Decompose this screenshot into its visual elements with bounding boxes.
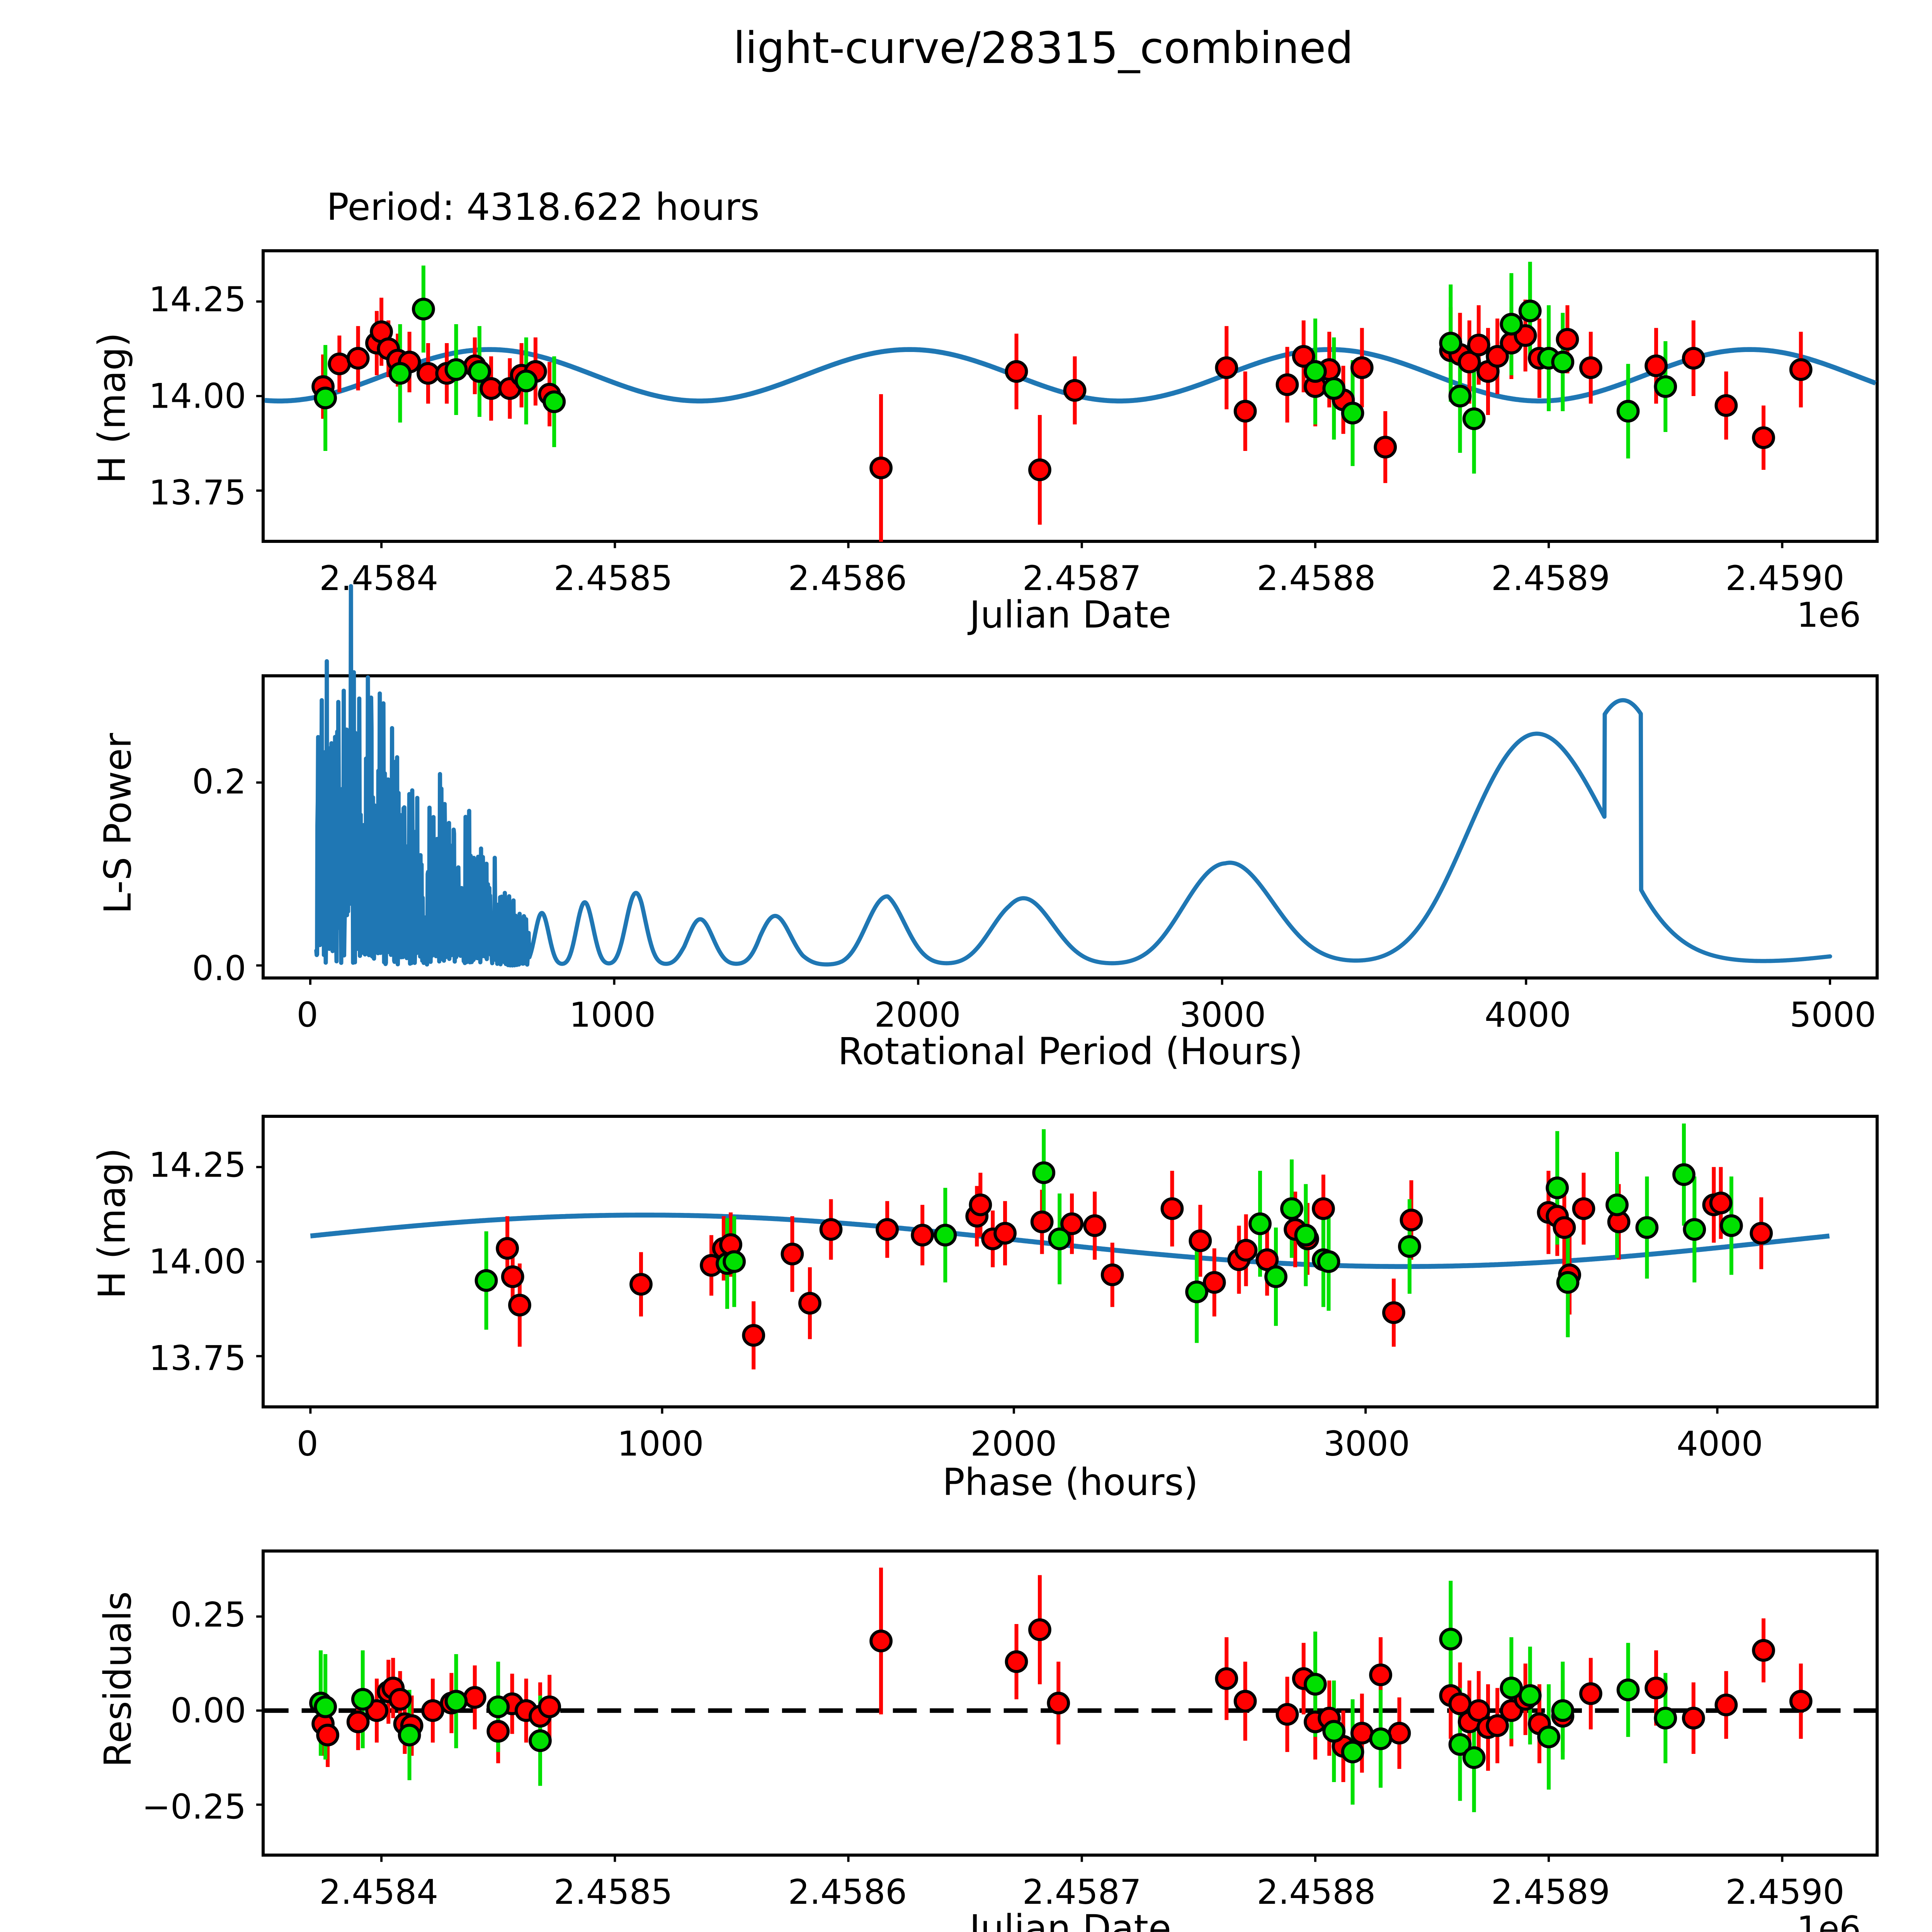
panel3-xlabel: Phase (hours) bbox=[942, 1461, 1198, 1504]
y-tick-label: 0.2 bbox=[192, 762, 246, 802]
x-tick-label: 0 bbox=[296, 995, 318, 1035]
panel-periodogram bbox=[256, 584, 1879, 985]
y-tick-label: 13.75 bbox=[149, 473, 246, 513]
figure-title: light-curve/28315_combined bbox=[733, 23, 1354, 73]
x-tick-label: 2.4586 bbox=[788, 1872, 907, 1912]
x-tick-label: 2.4584 bbox=[319, 1872, 439, 1912]
x-tick-label: 2.4587 bbox=[1022, 558, 1141, 598]
y-tick-label: 0.25 bbox=[170, 1595, 246, 1635]
x-tick-label: 0 bbox=[296, 1424, 318, 1464]
x-tick-label: 1000 bbox=[617, 1424, 704, 1464]
x-tick-label: 2000 bbox=[970, 1424, 1057, 1464]
panel-residuals bbox=[256, 1549, 1879, 1862]
x-tick-label: 2.4589 bbox=[1491, 1872, 1610, 1912]
x-tick-label: 2.4589 bbox=[1491, 558, 1610, 598]
x-tick-label: 1000 bbox=[569, 995, 656, 1035]
panel1-offset-exponent: 1e6 bbox=[1797, 595, 1861, 635]
x-tick-label: 2.4588 bbox=[1257, 1872, 1376, 1912]
x-tick-label: 2000 bbox=[874, 995, 961, 1035]
x-tick-label: 5000 bbox=[1789, 995, 1876, 1035]
y-tick-label: 14.25 bbox=[149, 1145, 246, 1185]
x-tick-label: 3000 bbox=[1179, 995, 1266, 1035]
panel-light-curve-jd bbox=[256, 249, 1879, 548]
x-tick-label: 2.4586 bbox=[788, 558, 907, 598]
x-tick-label: 2.4590 bbox=[1725, 558, 1845, 598]
y-tick-label: −0.25 bbox=[142, 1787, 246, 1827]
y-tick-label: 0.0 bbox=[192, 948, 246, 988]
panel4-offset-exponent: 1e6 bbox=[1797, 1909, 1861, 1932]
panel2-xlabel: Rotational Period (Hours) bbox=[838, 1030, 1303, 1073]
y-tick-label: 13.75 bbox=[149, 1338, 246, 1378]
panel1-xlabel: Julian Date bbox=[969, 593, 1172, 636]
period-annotation: Period: 4318.622 hours bbox=[327, 185, 760, 229]
x-tick-label: 2.4588 bbox=[1257, 558, 1376, 598]
panel-phase-folded bbox=[256, 1115, 1879, 1414]
x-tick-label: 2.4587 bbox=[1022, 1872, 1141, 1912]
x-tick-label: 2.4585 bbox=[553, 558, 673, 598]
x-tick-label: 2.4584 bbox=[319, 558, 439, 598]
y-tick-label: 14.00 bbox=[149, 1242, 246, 1282]
x-tick-label: 4000 bbox=[1676, 1424, 1763, 1464]
x-tick-label: 4000 bbox=[1484, 995, 1571, 1035]
panel2-ylabel: L-S Power bbox=[96, 733, 139, 914]
x-tick-label: 2.4590 bbox=[1725, 1872, 1845, 1912]
y-tick-label: 0.00 bbox=[170, 1690, 246, 1731]
x-tick-label: 3000 bbox=[1323, 1424, 1410, 1464]
y-tick-label: 14.25 bbox=[149, 279, 246, 320]
panel3-ylabel: H (mag) bbox=[90, 1148, 134, 1299]
y-tick-label: 14.00 bbox=[149, 376, 246, 416]
x-tick-label: 2.4585 bbox=[553, 1872, 673, 1912]
panel4-xlabel: Julian Date bbox=[969, 1907, 1172, 1932]
